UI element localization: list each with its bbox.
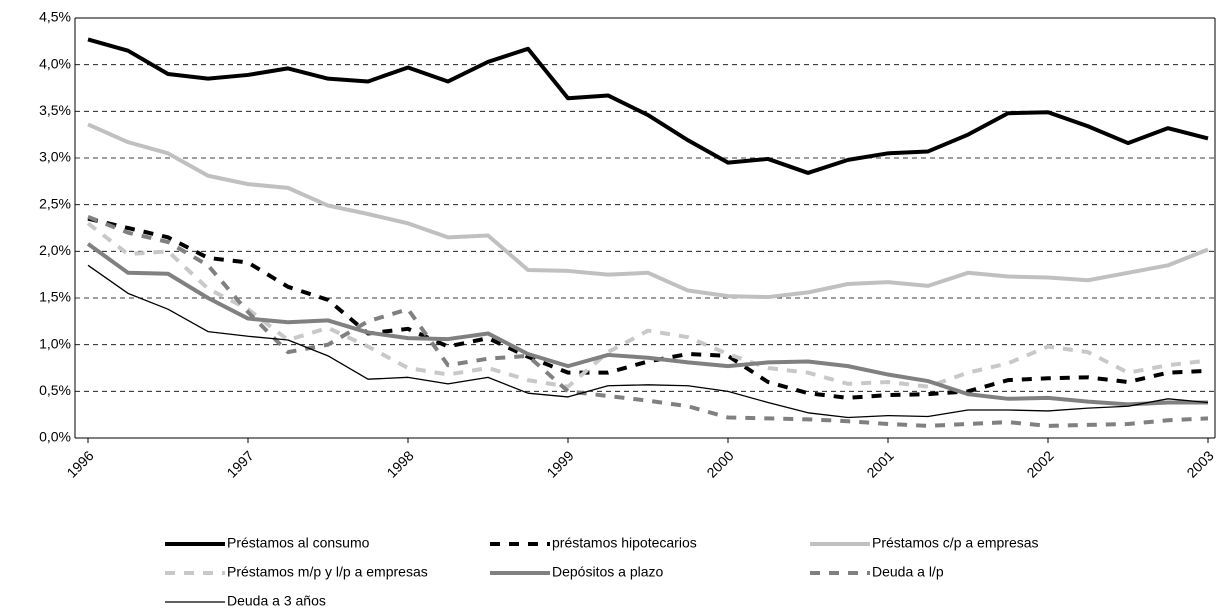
x-tick-label: 1996 xyxy=(63,447,96,480)
y-tick-label: 1,5% xyxy=(39,289,71,305)
series-line xyxy=(86,242,1208,407)
y-tick-label: 2,0% xyxy=(39,242,71,258)
y-tick-label: 4,5% xyxy=(39,9,71,25)
legend-label: Préstamos m/p y l/p a empresas xyxy=(227,564,428,580)
y-tick-label: 4,0% xyxy=(39,55,71,71)
x-tick-label: 1997 xyxy=(223,447,256,480)
legend-label: Préstamos c/p a empresas xyxy=(872,535,1039,551)
x-tick-label: 2002 xyxy=(1023,447,1056,480)
x-tick-label: 2000 xyxy=(703,447,736,480)
legend-label: Deuda a 3 años xyxy=(227,593,326,609)
x-tick-label: 2001 xyxy=(863,447,896,480)
legend-label: Depósitos a plazo xyxy=(552,564,664,580)
series-line xyxy=(87,216,1209,400)
legend-label: préstamos hipotecarios xyxy=(552,535,697,551)
series-line xyxy=(87,214,1209,428)
y-tick-label: 1,0% xyxy=(39,335,71,351)
y-tick-label: 0,5% xyxy=(39,382,71,398)
y-tick-label: 2,5% xyxy=(39,195,71,211)
series-line xyxy=(87,122,1209,300)
series-line xyxy=(87,37,1209,175)
x-tick-label: 1998 xyxy=(383,447,416,480)
legend-label: Préstamos al consumo xyxy=(227,535,370,551)
series-line xyxy=(86,221,1209,389)
y-tick-label: 0,0% xyxy=(39,429,71,445)
y-tick-label: 3,0% xyxy=(39,149,71,165)
y-tick-label: 3,5% xyxy=(39,102,71,118)
x-tick-label: 2003 xyxy=(1183,447,1216,480)
series-line xyxy=(87,264,1209,419)
legend-label: Deuda a l/p xyxy=(872,564,944,580)
x-tick-label: 1999 xyxy=(543,447,576,480)
